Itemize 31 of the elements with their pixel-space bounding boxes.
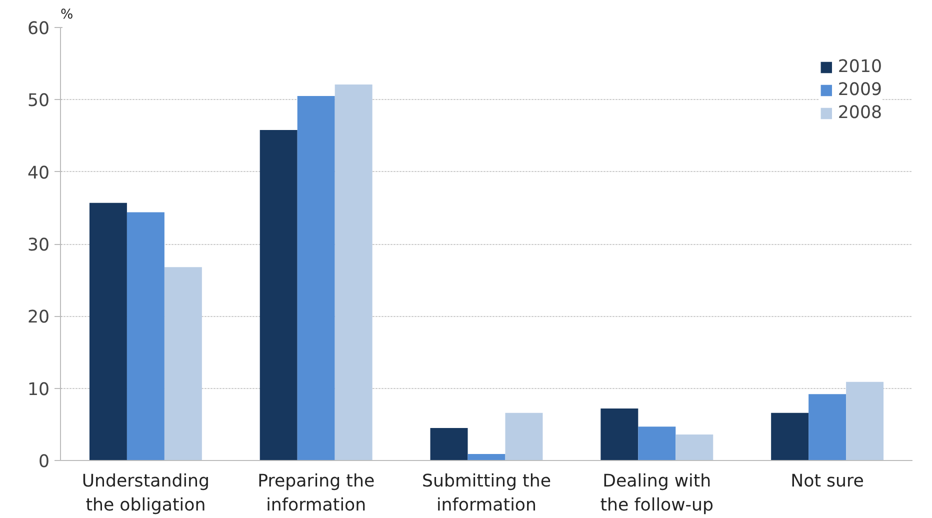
x-tick-label: Submitting the information <box>422 472 552 516</box>
y-tick-label: 60 <box>27 19 50 39</box>
x-tick-label: Dealing with the follow-up <box>600 472 714 516</box>
bar <box>505 412 543 460</box>
bar <box>846 382 884 460</box>
bar <box>89 202 127 460</box>
y-tick-label: 10 <box>27 380 50 400</box>
y-tick-label: 20 <box>27 308 50 328</box>
y-tick-label: 30 <box>27 236 50 256</box>
y-tick-label: 50 <box>27 91 50 112</box>
bar <box>808 394 846 460</box>
x-tick-label: Preparing the information <box>258 472 375 516</box>
bar <box>260 130 298 460</box>
y-axis-title: % <box>60 8 74 22</box>
bar <box>676 434 714 460</box>
bar <box>164 267 202 460</box>
x-tick-label: Understanding the obligation <box>82 472 210 516</box>
legend-label: 2010 <box>838 57 882 77</box>
bar <box>334 84 372 460</box>
bar <box>468 454 506 460</box>
legend-label: 2008 <box>838 103 882 123</box>
y-tick-label: 40 <box>27 163 50 184</box>
bar <box>638 426 676 460</box>
bar <box>297 96 335 460</box>
legend-label: 2009 <box>838 80 882 100</box>
y-tick-label: 0 <box>38 452 50 472</box>
bar <box>126 212 164 460</box>
x-tick-label: Not sure <box>790 472 864 492</box>
bar <box>430 428 468 460</box>
bar <box>771 412 809 460</box>
bar <box>600 408 638 460</box>
